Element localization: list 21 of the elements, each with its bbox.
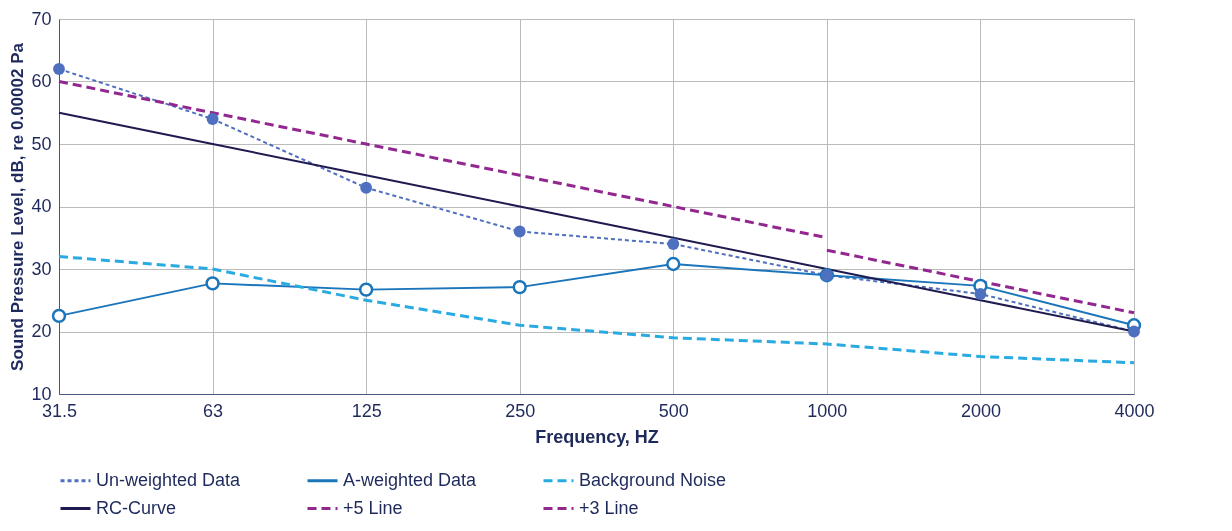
x-axis-title: Frequency, HZ	[535, 426, 659, 447]
legend-label: +5 Line	[343, 497, 403, 518]
legend-label: A-weighted Data	[343, 469, 478, 490]
y-tick-label: 70	[31, 8, 52, 29]
x-tick-label: 125	[351, 400, 382, 421]
x-tick-label: 4000	[1114, 400, 1155, 421]
x-tick-label: 1000	[807, 400, 848, 421]
x-tick-label: 500	[658, 400, 689, 421]
y-axis-title: Sound Pressure Level, dB, re 0.00002 Pa	[8, 42, 28, 371]
y-tick-label: 30	[31, 258, 52, 279]
legend-label: Un-weighted Data	[96, 469, 242, 490]
legend-label: +3 Line	[579, 497, 639, 518]
y-tick-label: 60	[31, 71, 52, 91]
legend-label: Background Noise	[579, 469, 727, 490]
x-tick-label: 2000	[960, 400, 1001, 421]
y-tick-label: 50	[31, 133, 52, 154]
y-tick-label: 40	[31, 196, 52, 216]
legend-label: RC-Curve	[96, 497, 177, 518]
x-tick-label: 250	[505, 400, 536, 421]
y-tick-label: 20	[31, 321, 52, 341]
x-tick-label: 63	[203, 400, 224, 421]
